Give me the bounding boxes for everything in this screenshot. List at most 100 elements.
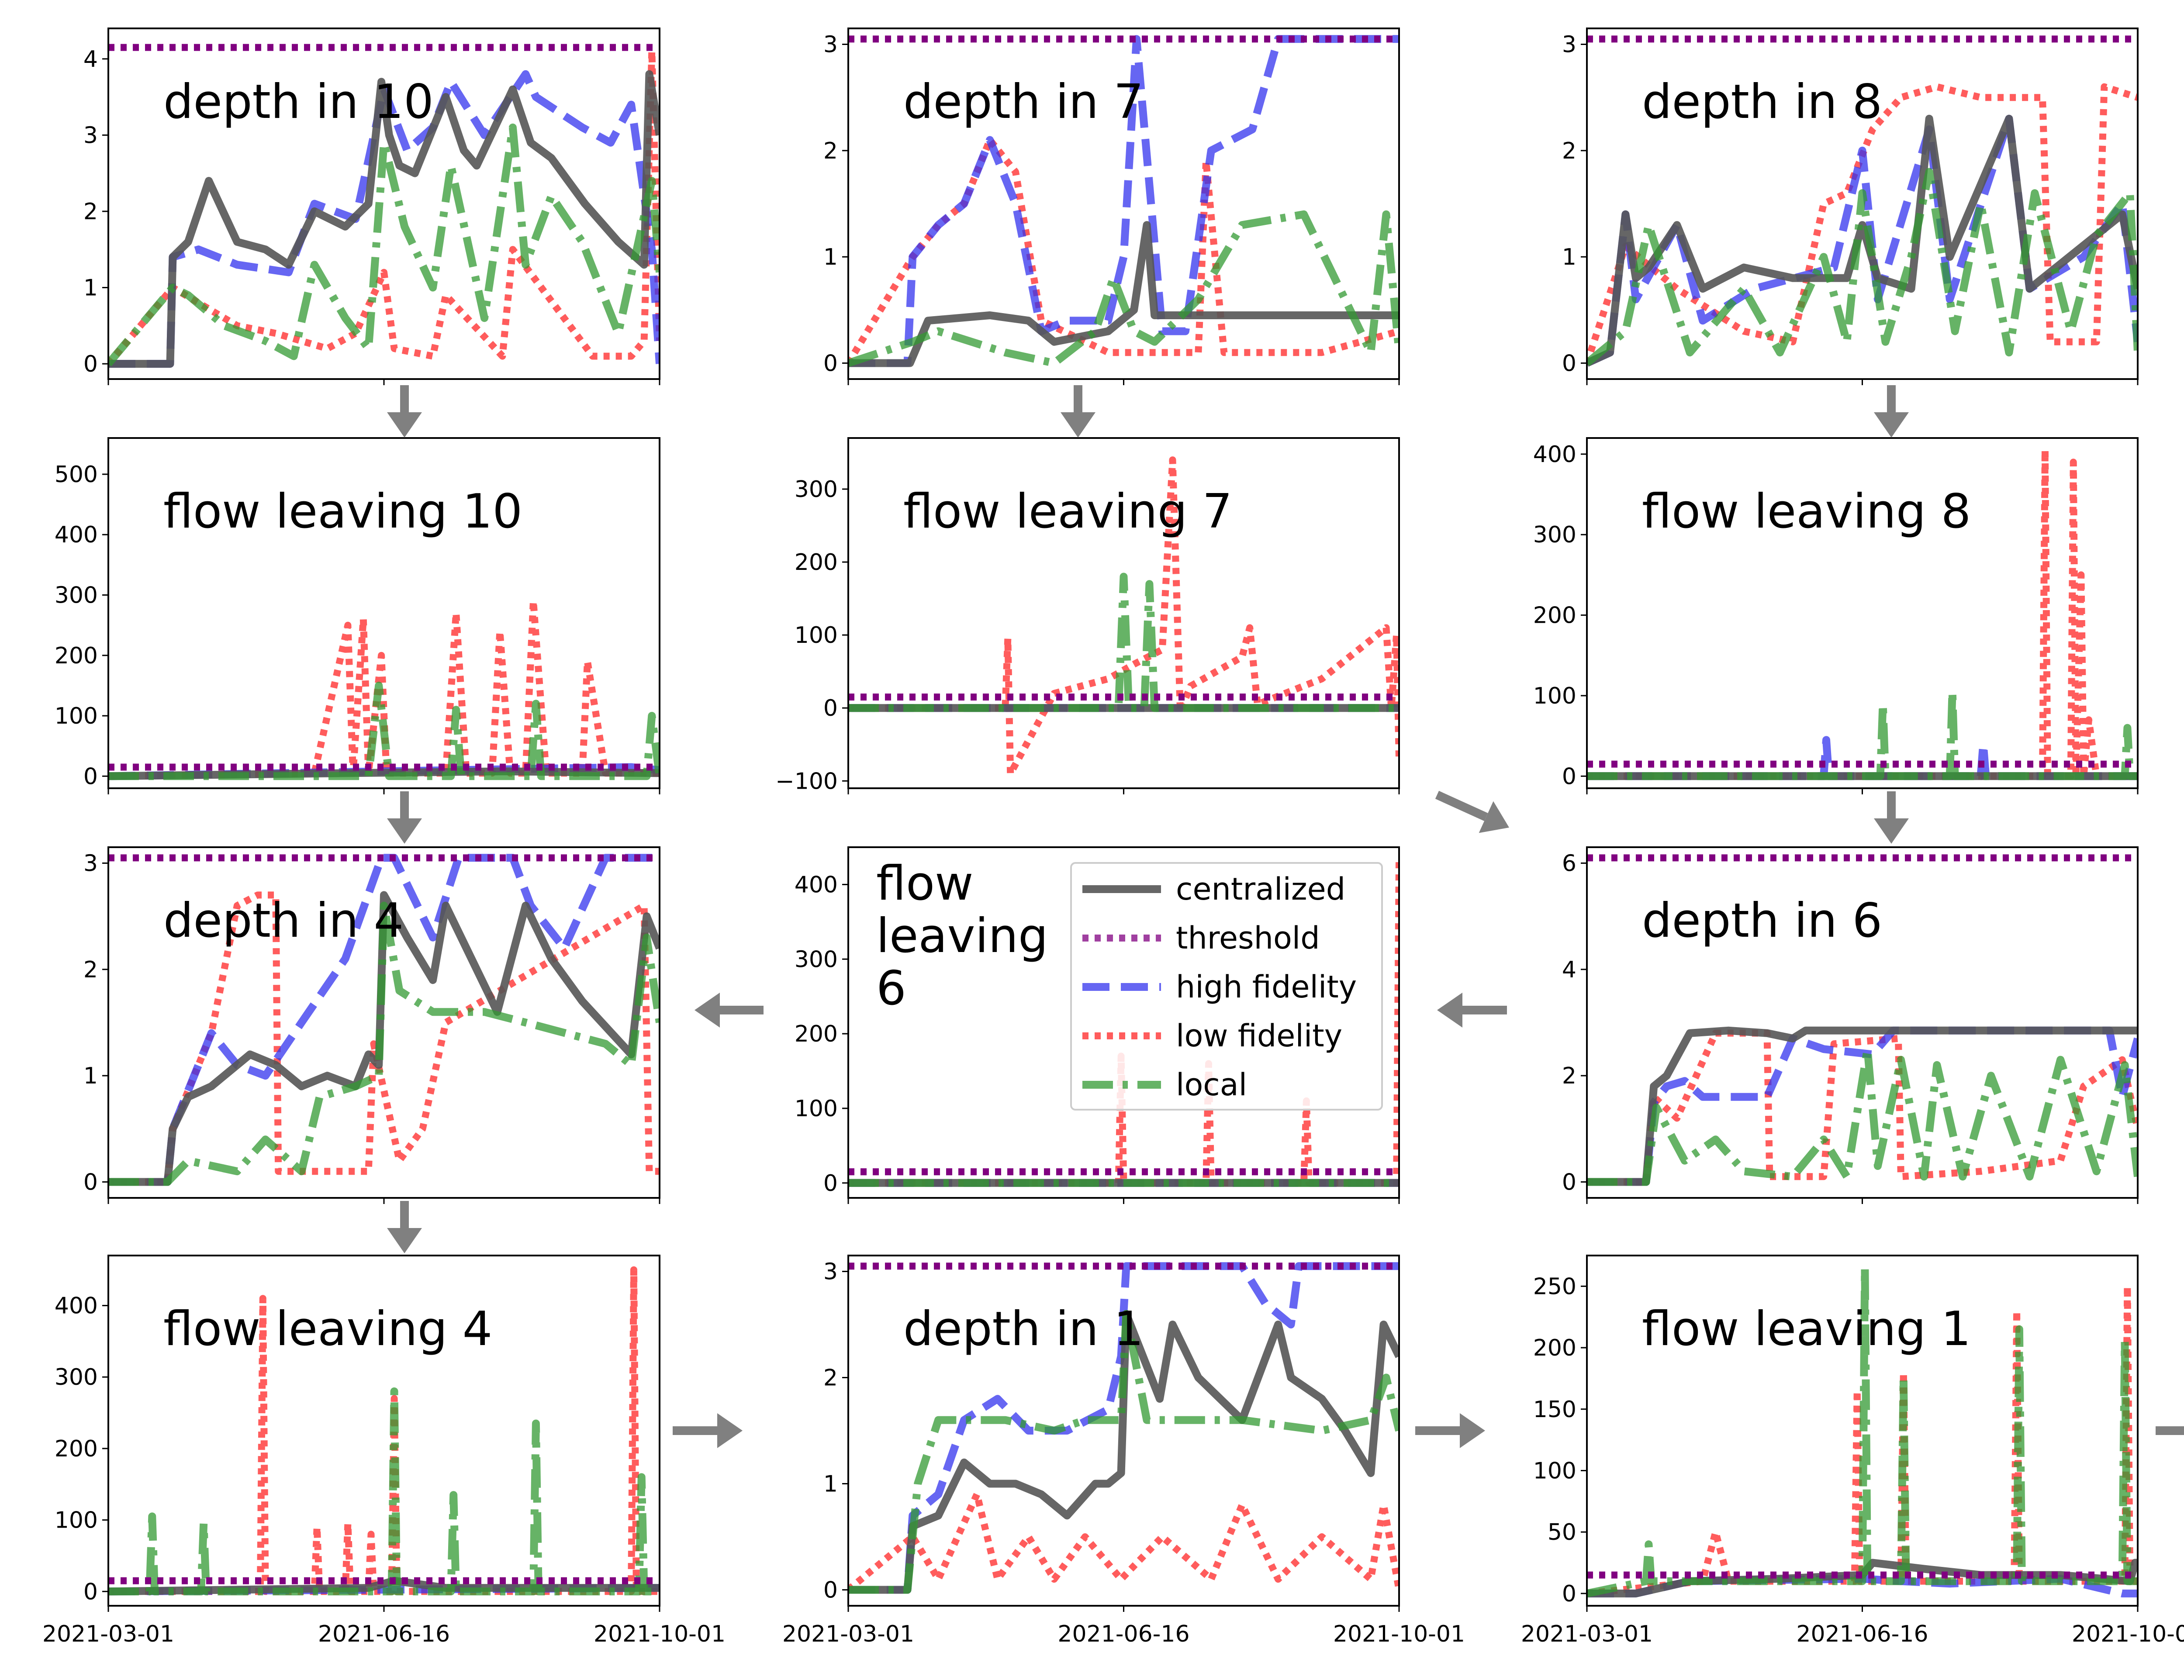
series-group: [1587, 446, 2138, 780]
y-tick-label: 200: [795, 1021, 838, 1047]
series-group: [108, 48, 660, 368]
panel-title: depth in 8: [1642, 75, 1882, 129]
y-tick-label: 150: [1533, 1397, 1576, 1423]
series-line-local: [1587, 1264, 2138, 1597]
series-line-local: [108, 901, 660, 1186]
y-tick-label: 0: [1562, 1581, 1576, 1607]
y-tick-label: 100: [795, 1096, 838, 1122]
series-line-centralized: [1587, 114, 2138, 367]
series-line-high-fidelity: [1587, 1026, 2138, 1186]
x-tick-label: 2021-06-16: [1057, 1621, 1189, 1647]
panel-title: leaving: [876, 909, 1048, 963]
arrow-down-flow8: [1874, 791, 1909, 844]
x-tick-label: 2021-03-01: [782, 1621, 914, 1647]
y-tick-label: 1: [83, 275, 98, 301]
y-tick-label: 250: [1533, 1273, 1576, 1300]
panel-title: flow: [876, 856, 973, 911]
series-line-centralized: [1587, 1026, 2138, 1186]
series-group: [848, 1262, 1399, 1594]
y-tick-label: 0: [823, 351, 838, 377]
panel-title: 6: [876, 961, 906, 1016]
panel-title: flow leaving 8: [1642, 484, 1971, 539]
y-tick-label: 300: [55, 583, 98, 609]
arrow-down-depth7: [1061, 385, 1095, 438]
chart-panel: 0 100 200 300 400 2021-03-01 2021-06-16 2021-10…: [42, 1255, 726, 1647]
arrow-head: [387, 412, 422, 438]
legend-label: threshold: [1176, 920, 1320, 956]
y-tick-label: −100: [775, 768, 838, 794]
arrow-down-depth10: [387, 385, 422, 438]
y-tick-label: 100: [1533, 1458, 1576, 1484]
arrow-head: [387, 1228, 422, 1253]
series-line-low-fidelity: [848, 456, 1399, 777]
series-group: [108, 597, 660, 780]
series-line-low-fidelity: [848, 1490, 1399, 1593]
legend-label: low fidelity: [1176, 1018, 1342, 1054]
series-line-local: [848, 573, 1399, 712]
x-tick-label: 2021-10-01: [1333, 1621, 1465, 1647]
y-tick-label: 2: [1562, 138, 1576, 164]
y-tick-label: 0: [1562, 351, 1576, 377]
y-tick-label: 3: [83, 851, 98, 877]
chart-panel: 0 100 200 300 400 500 flow leaving 10: [55, 437, 660, 794]
y-tick-label: 0: [823, 1577, 838, 1604]
y-tick-label: 0: [1562, 1169, 1576, 1196]
y-tick-label: 6: [1562, 851, 1576, 877]
y-tick-label: 3: [83, 122, 98, 148]
series-group: [848, 35, 1399, 367]
y-tick-label: 200: [55, 643, 98, 669]
chart-panel: 0 1 2 3 4 depth in 10: [83, 28, 660, 385]
chart-panel: 0 1 2 3 depth in 8: [1562, 28, 2139, 385]
y-tick-label: 50: [1548, 1519, 1576, 1545]
chart-panel: 0 100 200 300 400 flow leaving 8: [1533, 437, 2139, 794]
arrow-right-flow1: [2156, 1426, 2184, 1435]
series-line-low-fidelity: [1587, 1283, 2138, 1597]
arrow-down-depth4: [387, 1201, 422, 1253]
arrow-head: [1874, 412, 1909, 438]
series-line-local: [1587, 687, 2138, 780]
y-tick-label: 200: [1533, 1335, 1576, 1361]
y-tick-label: 0: [83, 351, 98, 377]
panel-title: flow leaving 1: [1642, 1302, 1971, 1356]
arrow-down-depth8: [1874, 385, 1909, 438]
series-line-local: [108, 1387, 660, 1596]
panel-title: flow leaving 10: [163, 484, 522, 539]
chart-panel: 0 50 100 150 200 250 2021-03-01 2021-06-16 2021-…: [1521, 1255, 2184, 1647]
arrow-diag-flow7: [1435, 790, 1509, 833]
y-tick-label: 2: [823, 138, 838, 164]
arrow-head: [1460, 1413, 1485, 1448]
y-tick-label: 300: [795, 476, 838, 503]
panel-title: depth in 4: [163, 893, 404, 948]
y-tick-label: 200: [795, 549, 838, 576]
y-tick-label: 200: [55, 1436, 98, 1462]
series-group: [848, 456, 1399, 777]
series-line-local: [848, 210, 1399, 367]
y-tick-label: 1: [83, 1063, 98, 1089]
y-tick-label: 4: [1562, 957, 1576, 983]
chart-panel: 0 1 2 3 depth in 7: [823, 28, 1400, 385]
x-tick-label: 2021-03-01: [1521, 1621, 1653, 1647]
y-tick-label: 2: [823, 1365, 838, 1391]
y-tick-label: 3: [823, 32, 838, 58]
panel-title: flow leaving 4: [163, 1302, 492, 1356]
y-tick-label: 400: [55, 522, 98, 548]
arrow-head: [1061, 412, 1095, 438]
series-line-local: [1587, 1045, 2138, 1186]
legend: centralized threshold high fidelity low fid…: [1070, 862, 1383, 1111]
series-line-local: [108, 681, 660, 780]
y-tick-label: 400: [795, 872, 838, 898]
y-tick-label: 300: [1533, 522, 1576, 548]
y-tick-label: 0: [1562, 763, 1576, 790]
chart-panel: 0 2 4 6 depth in 6: [1562, 846, 2139, 1204]
series-line-local: [1587, 168, 2138, 366]
chart-panel: 0 1 2 3 depth in 4: [83, 846, 660, 1204]
panel-title: depth in 10: [163, 75, 434, 129]
arrow-shaft: [1435, 790, 1488, 821]
series-line-low-fidelity: [848, 136, 1399, 365]
series-line-low-fidelity: [1587, 83, 2138, 365]
y-tick-label: 0: [83, 763, 98, 790]
y-tick-label: 2: [1562, 1063, 1576, 1089]
y-tick-label: 400: [55, 1293, 98, 1319]
legend-box: [1070, 862, 1383, 1111]
